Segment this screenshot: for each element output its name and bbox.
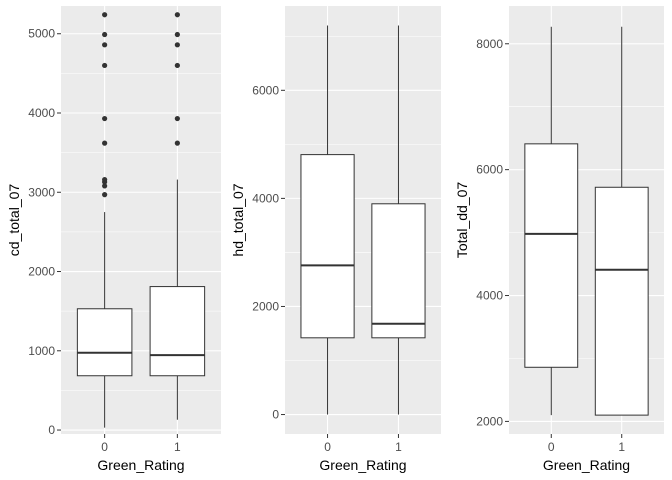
outlier-point	[102, 42, 108, 48]
box-iqr	[524, 143, 579, 368]
y-tick-label: 1000	[28, 344, 55, 358]
y-tick-label: 4000	[28, 106, 55, 120]
box-iqr	[594, 186, 649, 416]
x-axis-title: Green_Rating	[97, 457, 184, 473]
y-tick-label: 0	[272, 408, 279, 422]
x-tick-label: 1	[395, 440, 402, 454]
outlier-point	[102, 176, 108, 183]
box-iqr	[300, 154, 355, 339]
outlier-point	[174, 12, 180, 18]
outlier-point	[102, 31, 108, 38]
y-tick-label: 8000	[476, 37, 503, 51]
y-axis-title: Total_dd_07	[454, 182, 470, 259]
y-tick-label: 2000	[476, 414, 503, 428]
x-tick-label: 0	[548, 440, 555, 454]
x-tick-label: 1	[174, 440, 181, 454]
x-axis-title: Green_Rating	[319, 457, 406, 473]
outlier-point	[174, 140, 180, 146]
x-tick-label: 0	[324, 440, 331, 454]
y-tick-label: 4000	[252, 191, 279, 205]
y-tick-label: 2000	[252, 299, 279, 313]
x-tick-label: 0	[101, 440, 108, 454]
outlier-point	[174, 31, 180, 38]
outlier-point	[102, 115, 108, 122]
y-tick-label: 5000	[28, 27, 55, 41]
y-tick-label: 4000	[476, 289, 503, 303]
y-tick-label: 2000	[28, 265, 55, 279]
box-iqr	[76, 308, 133, 377]
x-axis-title: Green_Rating	[543, 457, 630, 473]
x-tick-label: 1	[618, 440, 625, 454]
outlier-point	[102, 192, 108, 198]
outlier-point	[174, 42, 180, 48]
outlier-point	[102, 62, 108, 69]
outlier-point	[102, 140, 108, 146]
box-iqr	[149, 286, 206, 377]
y-tick-label: 6000	[476, 163, 503, 177]
y-tick-label: 3000	[28, 185, 55, 199]
y-axis-title: hd_total_07	[230, 183, 246, 256]
y-tick-label: 6000	[252, 83, 279, 97]
outlier-point	[102, 12, 108, 18]
box-iqr	[371, 203, 426, 339]
outlier-point	[174, 62, 180, 69]
y-tick-label: 0	[48, 423, 55, 437]
outlier-point	[102, 183, 108, 189]
outlier-point	[174, 115, 180, 122]
y-axis-title: cd_total_07	[6, 184, 22, 257]
